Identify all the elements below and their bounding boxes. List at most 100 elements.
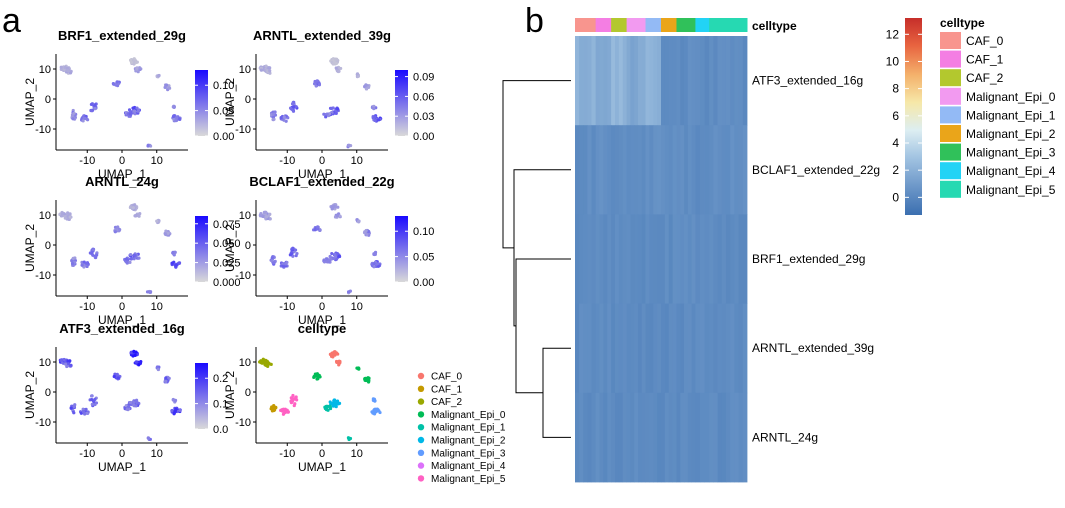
umap-point	[136, 109, 140, 113]
heatmap-cell	[622, 125, 627, 215]
umap-points	[58, 203, 182, 294]
heatmap-celltype-legend: celltype CAF_0 CAF_1 CAF_2 Malignant_Epi_0 Ma…	[940, 16, 1056, 198]
heatmap-cell	[717, 392, 723, 483]
x-axis-title: UMAP_1	[298, 460, 346, 474]
heat-colorbar-label: 12	[886, 27, 900, 41]
umap-point	[334, 61, 338, 66]
heatmap-cell	[637, 214, 643, 304]
heatmap-cell	[717, 36, 723, 126]
plot-title: ARNTL_24g	[85, 174, 159, 189]
heatmap-cell	[725, 214, 731, 304]
heatmap-cell	[672, 125, 677, 215]
heatmap-cell	[676, 392, 681, 483]
umap-point	[115, 84, 120, 88]
heatmap-cell	[634, 392, 639, 483]
legend-label: Malignant_Epi_1	[966, 108, 1056, 122]
x-tick-label: -10	[79, 155, 95, 167]
heatmap-cell	[684, 125, 689, 215]
legend-label: Malignant_Epi_0	[431, 410, 506, 421]
heatmap-cell	[653, 36, 658, 126]
heatmap-cell	[649, 36, 654, 126]
umap-point	[148, 290, 153, 294]
heatmap-cell	[661, 303, 666, 394]
heatmap-cell	[704, 36, 710, 126]
umap-points	[58, 349, 182, 442]
umap-point	[330, 251, 334, 256]
heatmap-cell	[725, 303, 731, 394]
umap-point	[259, 212, 263, 216]
umap-point	[267, 361, 271, 366]
colorbar-label: 0.00	[213, 131, 234, 143]
umap-point	[128, 205, 132, 210]
x-axis-title: UMAP_1	[98, 313, 146, 327]
heatmap-cell	[738, 36, 744, 126]
umap-point	[133, 353, 137, 357]
heatmap-cell	[738, 303, 744, 394]
heatmap-cell	[713, 125, 718, 215]
heatmap-cell	[591, 36, 597, 126]
heatmap-cell	[614, 36, 620, 126]
legend-label: CAF_1	[431, 384, 463, 395]
heatmap-cell	[645, 214, 650, 304]
heatmap-color-scale: 12 10 8 6 4 2 0	[886, 18, 922, 215]
heatmap-cell	[664, 125, 670, 215]
heatmap-cell	[668, 214, 674, 304]
heatmap-cell	[622, 392, 627, 483]
umap-point	[292, 105, 296, 109]
annotation-cell	[695, 18, 710, 32]
heatmap-cell	[630, 214, 635, 304]
umap-point	[69, 363, 73, 367]
umap-point	[63, 362, 68, 366]
legend-dot	[417, 449, 425, 456]
umap-point	[81, 409, 85, 414]
heatmap-cell	[614, 125, 620, 215]
legend-dot	[417, 398, 425, 405]
heatmap-cell	[664, 36, 670, 126]
heatmap-cell	[695, 36, 701, 126]
umap-point	[85, 118, 90, 122]
legend-swatch	[940, 125, 961, 142]
legend-dot	[417, 436, 425, 444]
umap-point	[172, 105, 176, 109]
heatmap-cell	[668, 392, 674, 483]
heatmap-cell	[684, 392, 689, 483]
heatmap-cell	[713, 36, 718, 126]
umap-plot-1: BRF1_extended_29g 10 0 -10 -10 0 10 UMAP_1 UMAP_…	[23, 28, 234, 181]
heatmap-cell	[626, 214, 631, 304]
heatmap-cell	[742, 125, 748, 215]
heatmap-cell	[709, 125, 714, 215]
umap-point	[364, 228, 368, 233]
heatmap-cell	[695, 214, 701, 304]
heatmap-cell	[637, 36, 643, 126]
heatmap-cell	[668, 125, 674, 215]
annotation-cell	[575, 18, 597, 32]
legend-label: Malignant_Epi_4	[966, 164, 1056, 178]
heatmap-cell	[684, 214, 689, 304]
umap-point	[112, 82, 116, 86]
panel-label-a: a	[2, 2, 21, 40]
heatmap-cell	[595, 303, 600, 394]
heatmap-cell	[591, 303, 597, 394]
umap-point	[291, 246, 295, 250]
umap-point	[71, 117, 75, 121]
umap-point	[134, 360, 138, 364]
umap-point	[272, 261, 276, 265]
colorbar-label: 0.03	[413, 111, 434, 123]
legend-swatch	[940, 162, 961, 180]
x-tick-label: 10	[151, 301, 163, 313]
umap-point	[171, 397, 175, 402]
umap-point	[133, 214, 137, 218]
umap-point	[364, 83, 368, 87]
x-axis-title: UMAP_1	[298, 167, 346, 181]
umap-point	[80, 263, 84, 267]
umap-point	[366, 380, 371, 384]
umap-point	[94, 255, 98, 260]
umap-point	[71, 256, 75, 260]
colorbar-label: 0.10	[413, 226, 434, 238]
heatmap-cell	[645, 125, 650, 215]
umap-points	[258, 202, 382, 295]
umap-point	[333, 57, 338, 61]
y-tick-label: 0	[45, 94, 51, 106]
